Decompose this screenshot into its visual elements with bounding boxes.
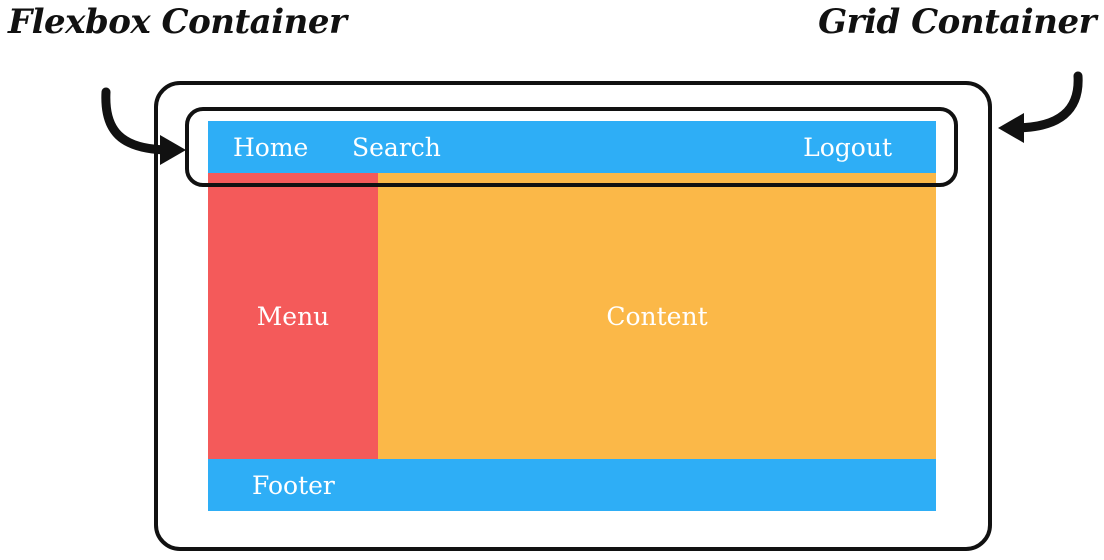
grid-container-outline <box>154 81 992 551</box>
footer-label: Footer <box>252 471 335 500</box>
nav-item-home: Home <box>233 133 309 162</box>
nav-item-logout: Logout <box>803 133 892 162</box>
menu-label: Menu <box>256 301 330 331</box>
flexbox-container-outline <box>185 107 958 187</box>
curved-arrow-left-icon <box>998 71 1083 143</box>
content-label: Content <box>606 301 708 331</box>
content-region: Content <box>378 173 936 459</box>
nav-item-search: Search <box>352 133 441 162</box>
menu-region: Menu <box>208 173 378 459</box>
header-region: Home Search Logout <box>208 121 936 173</box>
flexbox-container-label: Flexbox Container <box>8 2 347 42</box>
grid-container-label: Grid Container <box>818 2 1096 42</box>
footer-region: Footer <box>208 459 936 511</box>
